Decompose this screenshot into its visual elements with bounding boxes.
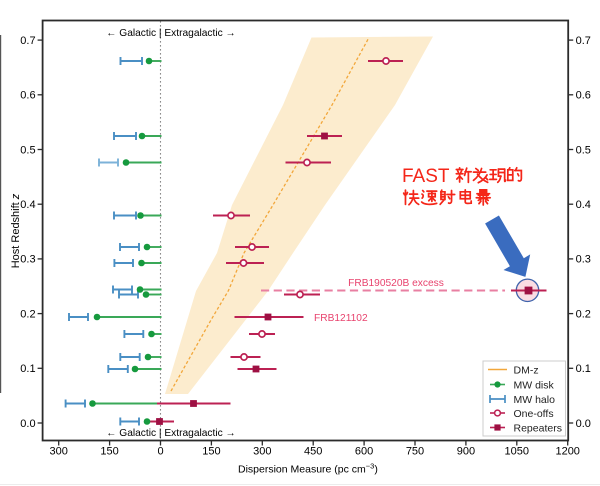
svg-text:0.4: 0.4: [20, 199, 35, 211]
svg-text:0.7: 0.7: [576, 35, 591, 47]
svg-text:One-offs: One-offs: [514, 408, 554, 420]
svg-text:0.0: 0.0: [576, 418, 591, 430]
svg-text:0.0: 0.0: [20, 418, 35, 430]
svg-text:1200: 1200: [555, 446, 579, 458]
svg-text:MW halo: MW halo: [514, 394, 556, 406]
svg-text:FRB121102: FRB121102: [314, 313, 368, 324]
svg-text:FRB190520B excess: FRB190520B excess: [348, 278, 444, 289]
svg-text:0.5: 0.5: [20, 144, 35, 156]
svg-text:1050: 1050: [505, 446, 529, 458]
svg-text:150: 150: [202, 446, 220, 458]
svg-text:← Galactic | Extragalactic →: ← Galactic | Extragalactic →: [106, 28, 235, 39]
svg-text:Repeaters: Repeaters: [514, 422, 562, 434]
svg-text:0.2: 0.2: [20, 308, 35, 320]
svg-text:0.6: 0.6: [576, 90, 591, 102]
svg-text:DM-z: DM-z: [514, 364, 539, 376]
svg-text:FAST: FAST: [402, 166, 450, 187]
svg-text:300: 300: [253, 446, 271, 458]
svg-text:900: 900: [457, 446, 475, 458]
svg-text:0.3: 0.3: [20, 254, 35, 266]
svg-text:600: 600: [355, 446, 373, 458]
svg-text:← Galactic | Extragalactic →: ← Galactic | Extragalactic →: [106, 428, 235, 439]
svg-text:0.3: 0.3: [576, 254, 591, 266]
svg-text:150: 150: [100, 446, 118, 458]
svg-text:0: 0: [157, 446, 163, 458]
svg-text:Host Redshift z: Host Redshift z: [10, 193, 22, 268]
svg-text:0.5: 0.5: [576, 144, 591, 156]
svg-text:450: 450: [304, 446, 322, 458]
svg-text:0.1: 0.1: [20, 363, 35, 375]
svg-text:0.2: 0.2: [576, 308, 591, 320]
svg-text:0.4: 0.4: [576, 199, 591, 211]
svg-text:300: 300: [50, 446, 68, 458]
svg-text:0.1: 0.1: [576, 363, 591, 375]
svg-text:750: 750: [406, 446, 424, 458]
svg-text:0.6: 0.6: [20, 90, 35, 102]
svg-text:MW disk: MW disk: [514, 379, 555, 391]
svg-text:0.7: 0.7: [20, 35, 35, 47]
svg-text:Dispersion Measure (pc cm−3): Dispersion Measure (pc cm−3): [238, 462, 378, 476]
